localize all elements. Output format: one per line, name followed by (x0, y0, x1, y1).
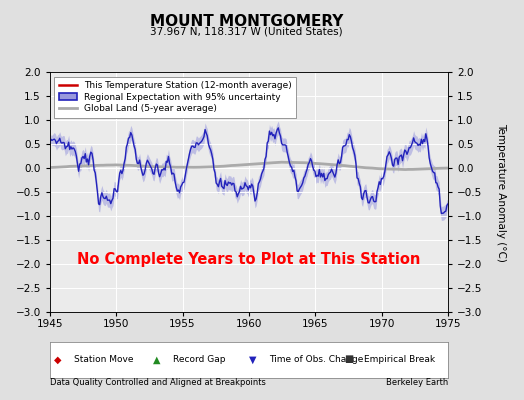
Text: ◆: ◆ (54, 354, 61, 364)
Text: Record Gap: Record Gap (173, 355, 226, 364)
Text: No Complete Years to Plot at This Station: No Complete Years to Plot at This Statio… (77, 252, 421, 267)
Text: ■: ■ (344, 354, 354, 364)
Text: Data Quality Controlled and Aligned at Breakpoints: Data Quality Controlled and Aligned at B… (50, 378, 266, 387)
Y-axis label: Temperature Anomaly (°C): Temperature Anomaly (°C) (496, 122, 506, 262)
Text: Berkeley Earth: Berkeley Earth (386, 378, 448, 387)
Text: Empirical Break: Empirical Break (364, 355, 435, 364)
Text: 37.967 N, 118.317 W (United States): 37.967 N, 118.317 W (United States) (150, 26, 343, 36)
Text: MOUNT MONTGOMERY: MOUNT MONTGOMERY (149, 14, 343, 29)
Text: Time of Obs. Change: Time of Obs. Change (269, 355, 363, 364)
Text: Station Move: Station Move (74, 355, 133, 364)
Legend: This Temperature Station (12-month average), Regional Expectation with 95% uncer: This Temperature Station (12-month avera… (54, 76, 297, 118)
Text: ▼: ▼ (249, 354, 256, 364)
Text: ▲: ▲ (154, 354, 161, 364)
